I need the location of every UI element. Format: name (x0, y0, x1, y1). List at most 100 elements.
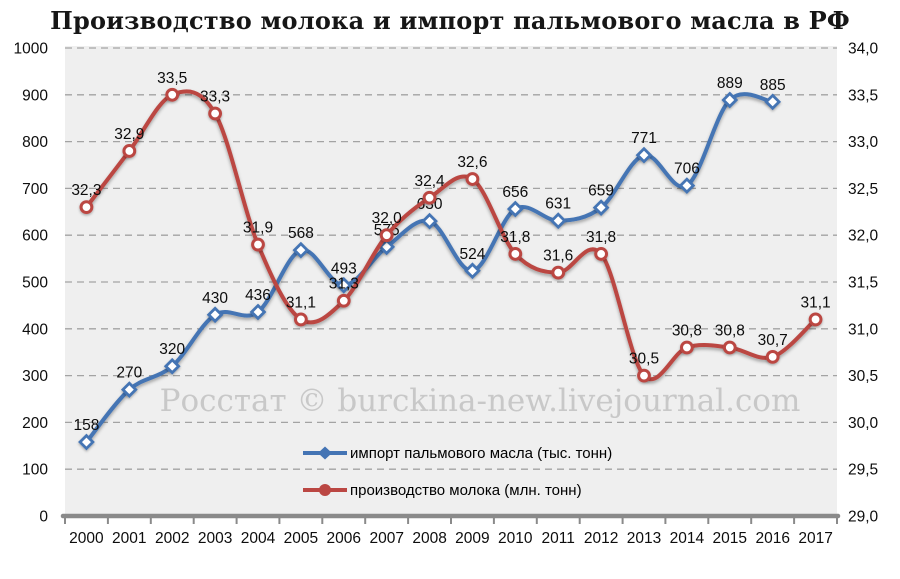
data-label: 32,4 (415, 173, 446, 190)
year-label: 2006 (327, 530, 361, 547)
left-axis-tick-label: 1000 (14, 41, 49, 58)
diamond-marker (464, 262, 481, 280)
chart-legend: импорт пальмового масла (тыс. тонн) прои… (302, 442, 612, 516)
left-axis-labels: 0 100 200 300 400 500 600 700 800 900 1000 (14, 41, 49, 526)
legend-diamond-icon (318, 446, 332, 460)
diamond-marker (592, 199, 610, 216)
circle-marker (122, 144, 137, 158)
data-label: 31,9 (243, 220, 273, 237)
left-axis-tick-label: 100 (22, 462, 48, 479)
data-label: 436 (245, 287, 271, 304)
diamond-marker (163, 357, 181, 375)
right-axis-tick-label: 34,0 (848, 41, 879, 58)
diamond-marker (78, 433, 95, 451)
diamond-marker (249, 303, 267, 321)
series-markers-red (79, 87, 823, 383)
circle-marker (808, 312, 823, 327)
diamond-marker (764, 93, 782, 111)
legend-label-milk-production: производство молока (млн. тонн) (350, 481, 582, 499)
data-label: 524 (459, 246, 485, 263)
year-label: 2007 (369, 530, 403, 547)
right-axis-tick-label: 31,5 (848, 275, 878, 292)
data-label: 32,9 (114, 126, 144, 143)
right-axis-tick-label: 30,5 (848, 368, 878, 385)
right-axis-tick-label: 32,5 (848, 181, 878, 198)
diamond-marker (506, 200, 524, 218)
year-label: 2002 (155, 530, 189, 547)
year-label: 2014 (670, 530, 705, 547)
left-axis-tick-label: 900 (22, 87, 48, 104)
data-label: 158 (73, 417, 99, 434)
data-label: 320 (159, 341, 185, 358)
year-label: 2009 (455, 530, 489, 547)
diamond-marker (120, 381, 138, 399)
year-label: 2017 (798, 530, 832, 547)
circle-marker (293, 312, 308, 327)
diamond-marker (421, 212, 438, 230)
data-label: 33,3 (200, 89, 230, 106)
year-label: 2008 (412, 530, 446, 547)
left-axis-tick-label: 800 (22, 134, 48, 151)
data-label: 771 (631, 130, 657, 147)
diamond-marker (721, 91, 739, 109)
diamond-marker (206, 306, 224, 324)
circle-marker (79, 200, 94, 215)
gridlines (65, 47, 837, 470)
right-axis-tick-label: 33,0 (848, 134, 879, 151)
right-axis-tick-label: 32,0 (848, 228, 879, 245)
plot-background (65, 46, 837, 516)
data-label: 31,1 (801, 294, 831, 311)
right-axis-tick-label: 31,0 (848, 321, 879, 338)
circle-marker (379, 228, 394, 243)
legend-marker-red-circle (303, 484, 347, 496)
left-axis-tick-label: 700 (22, 181, 48, 198)
left-axis-tick-label: 600 (22, 228, 48, 245)
year-label: 2004 (241, 530, 276, 547)
left-axis-tick-label: 200 (22, 415, 48, 432)
x-axis (60, 513, 841, 524)
diamond-marker (678, 177, 696, 194)
legend-circle-icon (319, 484, 331, 496)
left-axis-tick-label: 300 (22, 368, 48, 385)
left-axis-tick-label: 0 (39, 509, 48, 526)
left-axis-tick-label: 400 (22, 321, 48, 338)
circle-marker (208, 106, 223, 121)
data-label: 31,1 (286, 294, 316, 311)
data-label: 31,8 (500, 229, 530, 246)
year-label: 2012 (584, 530, 618, 547)
diamond-marker (378, 238, 396, 256)
year-label: 2005 (284, 530, 318, 547)
circle-marker (637, 368, 651, 383)
circle-marker (465, 172, 480, 186)
data-label: 32,0 (372, 210, 403, 227)
data-label: 656 (502, 184, 528, 201)
data-label: 32,6 (457, 154, 487, 171)
right-axis-tick-label: 29,0 (848, 509, 879, 526)
data-label: 889 (717, 75, 743, 92)
series-data-labels-red: 32,3 32,9 33,5 33,3 31,9 31,1 31,3 32,0 32,4 32,6… (71, 70, 830, 368)
data-label: 33,5 (157, 70, 187, 87)
circle-marker (765, 349, 780, 364)
circle-marker (336, 293, 351, 308)
circle-marker (594, 247, 609, 261)
data-label: 31,8 (586, 229, 616, 246)
year-label: 2001 (112, 530, 146, 547)
diamond-marker (635, 146, 653, 164)
year-label: 2000 (69, 530, 104, 547)
legend-marker-blue-diamond (303, 446, 347, 460)
right-axis-labels: 29,0 29,5 30,0 30,5 31,0 31,5 32,0 32,5 33,0 33,5… (848, 41, 879, 526)
right-axis-tick-label: 33,5 (848, 87, 878, 104)
data-label: 32,3 (71, 182, 101, 199)
x-axis-labels: 2000 2001 2002 2003 2004 2005 2006 2007 2008 2009… (69, 530, 833, 547)
circle-marker (422, 190, 437, 205)
legend-item-milk-production: производство молока (млн. тонн) (302, 479, 612, 501)
data-label: 30,8 (672, 323, 702, 340)
circle-marker (551, 265, 566, 280)
circle-marker (165, 87, 180, 102)
data-label: 30,8 (715, 323, 745, 340)
diamond-marker (335, 276, 353, 294)
data-label: 706 (674, 161, 700, 178)
data-label: 30,7 (758, 332, 788, 349)
